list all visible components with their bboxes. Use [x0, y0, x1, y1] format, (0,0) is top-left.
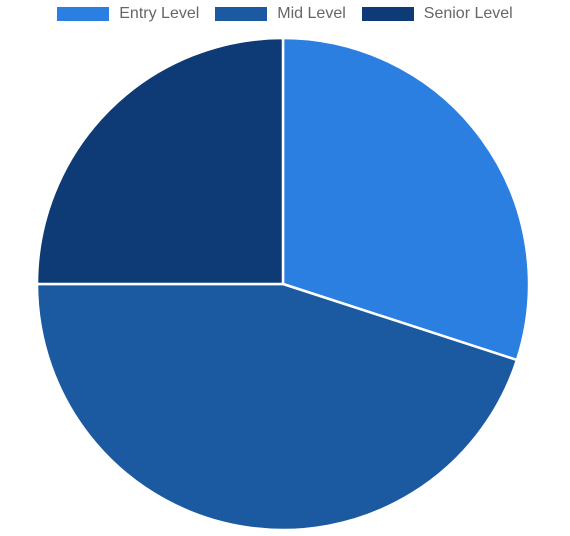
pie-slice-senior-level[interactable] [35, 36, 285, 286]
pie-slice-mid-level[interactable] [35, 282, 519, 532]
legend-swatch-senior-level [361, 7, 414, 21]
pie-slice-entry-level[interactable] [281, 36, 531, 362]
chart-legend: Entry Level Mid Level Senior Level [0, 3, 570, 25]
legend-item-senior-level[interactable]: Senior Level [361, 5, 513, 23]
legend-label-senior-level: Senior Level [423, 5, 513, 22]
legend-swatch-mid-level [215, 7, 268, 21]
legend-label-mid-level: Mid Level [277, 5, 346, 22]
legend-item-entry-level[interactable]: Entry Level [57, 5, 199, 23]
legend-label-entry-level: Entry Level [119, 5, 200, 22]
legend-item-mid-level[interactable]: Mid Level [215, 5, 346, 23]
legend-swatch-entry-level [57, 7, 110, 21]
